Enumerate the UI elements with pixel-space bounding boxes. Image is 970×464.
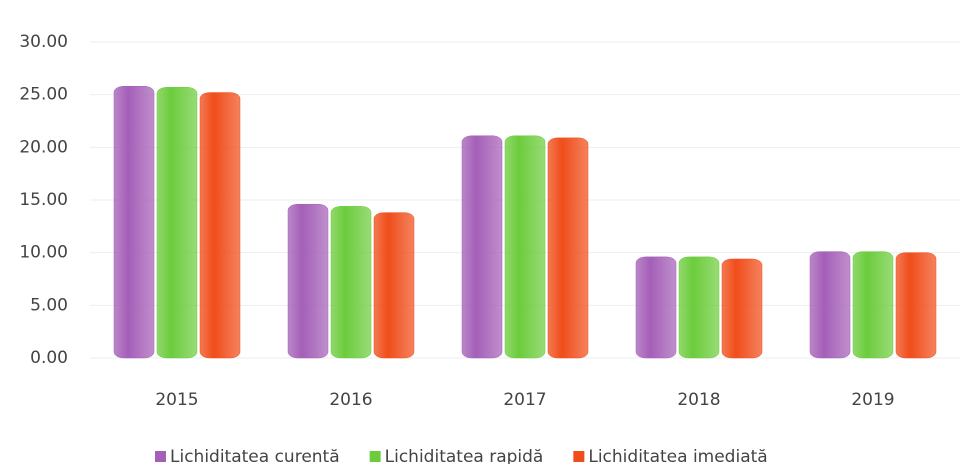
y-tick-label: 25.00 [19,85,68,105]
x-tick-label: 2016 [329,390,372,410]
bar [199,92,241,359]
legend-label: Lichiditatea curentă [170,447,340,464]
bar [373,212,415,359]
legend-label: Lichiditatea imediată [588,447,767,464]
y-tick-label: 10.00 [19,243,68,263]
bar [461,135,503,359]
bar [547,137,589,359]
legend-swatch [369,451,381,462]
bar [809,251,851,359]
y-tick-label: 30.00 [19,32,68,52]
bar [156,87,198,359]
bar [287,203,329,359]
bar [895,252,937,359]
bar [852,251,894,359]
x-tick-label: 2017 [503,390,546,410]
legend-swatch [155,451,166,462]
y-tick-label: 15.00 [19,190,68,210]
bar [330,206,372,359]
legend-label: Lichiditatea rapidă [385,447,544,464]
bar [113,85,155,359]
y-tick-label: 20.00 [19,137,68,157]
legend-swatch [573,451,585,462]
x-tick-label: 2015 [155,390,198,410]
y-tick-label: 0.00 [30,348,68,368]
x-tick-label: 2019 [851,390,894,410]
y-tick-label: 5.00 [30,295,68,315]
bar [635,256,677,359]
bar [504,135,546,359]
bar [678,256,720,359]
bar [721,258,763,359]
x-tick-label: 2018 [677,390,720,410]
